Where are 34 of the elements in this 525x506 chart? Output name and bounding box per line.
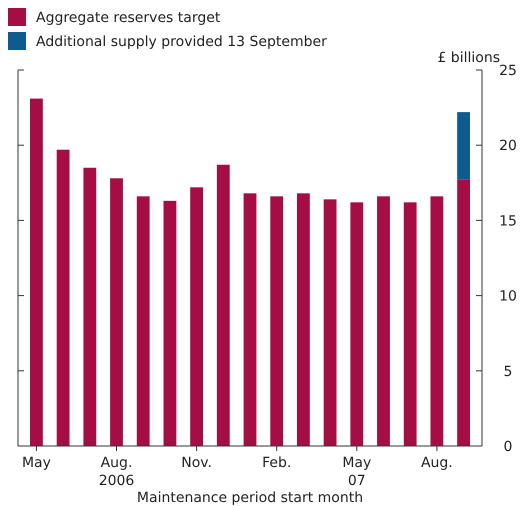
bar: [296, 193, 310, 446]
bar: [457, 180, 470, 446]
y-tick-label: 15: [499, 213, 517, 230]
y-tick-label: 0: [504, 439, 512, 455]
x-tick-label: Nov.: [181, 455, 212, 471]
bar: [244, 193, 256, 446]
bar: [30, 98, 43, 446]
bar: [404, 202, 417, 446]
y-tick-label: 5: [504, 364, 512, 380]
legend-label: Aggregate reserves target: [36, 10, 221, 26]
bar: [164, 200, 176, 446]
bar: [270, 196, 284, 446]
x-tick-label: Aug.: [420, 455, 453, 471]
bar: [377, 196, 390, 446]
y-tick-label: 25: [499, 63, 517, 79]
y-tick-label: 10: [499, 288, 517, 305]
y-axis-title: £ billions: [437, 50, 500, 66]
bar: [324, 199, 336, 446]
x-tick-label: Feb.: [262, 455, 292, 471]
bar: [110, 178, 123, 446]
bar: [350, 202, 364, 446]
bar: [190, 187, 204, 446]
bar: [83, 168, 96, 446]
x-tick-label: May 07: [342, 455, 372, 489]
bar: [457, 112, 470, 180]
bar: [56, 150, 70, 446]
x-tick-label: Aug. 2006: [98, 455, 134, 489]
x-tick-label: May: [22, 455, 51, 471]
bar: [430, 196, 444, 446]
legend-label: Additional supply provided 13 September: [36, 34, 328, 50]
bar: [216, 164, 230, 446]
y-tick-label: 20: [499, 138, 517, 154]
x-axis-title: Maintenance period start month: [136, 490, 364, 506]
bar: [136, 196, 150, 446]
